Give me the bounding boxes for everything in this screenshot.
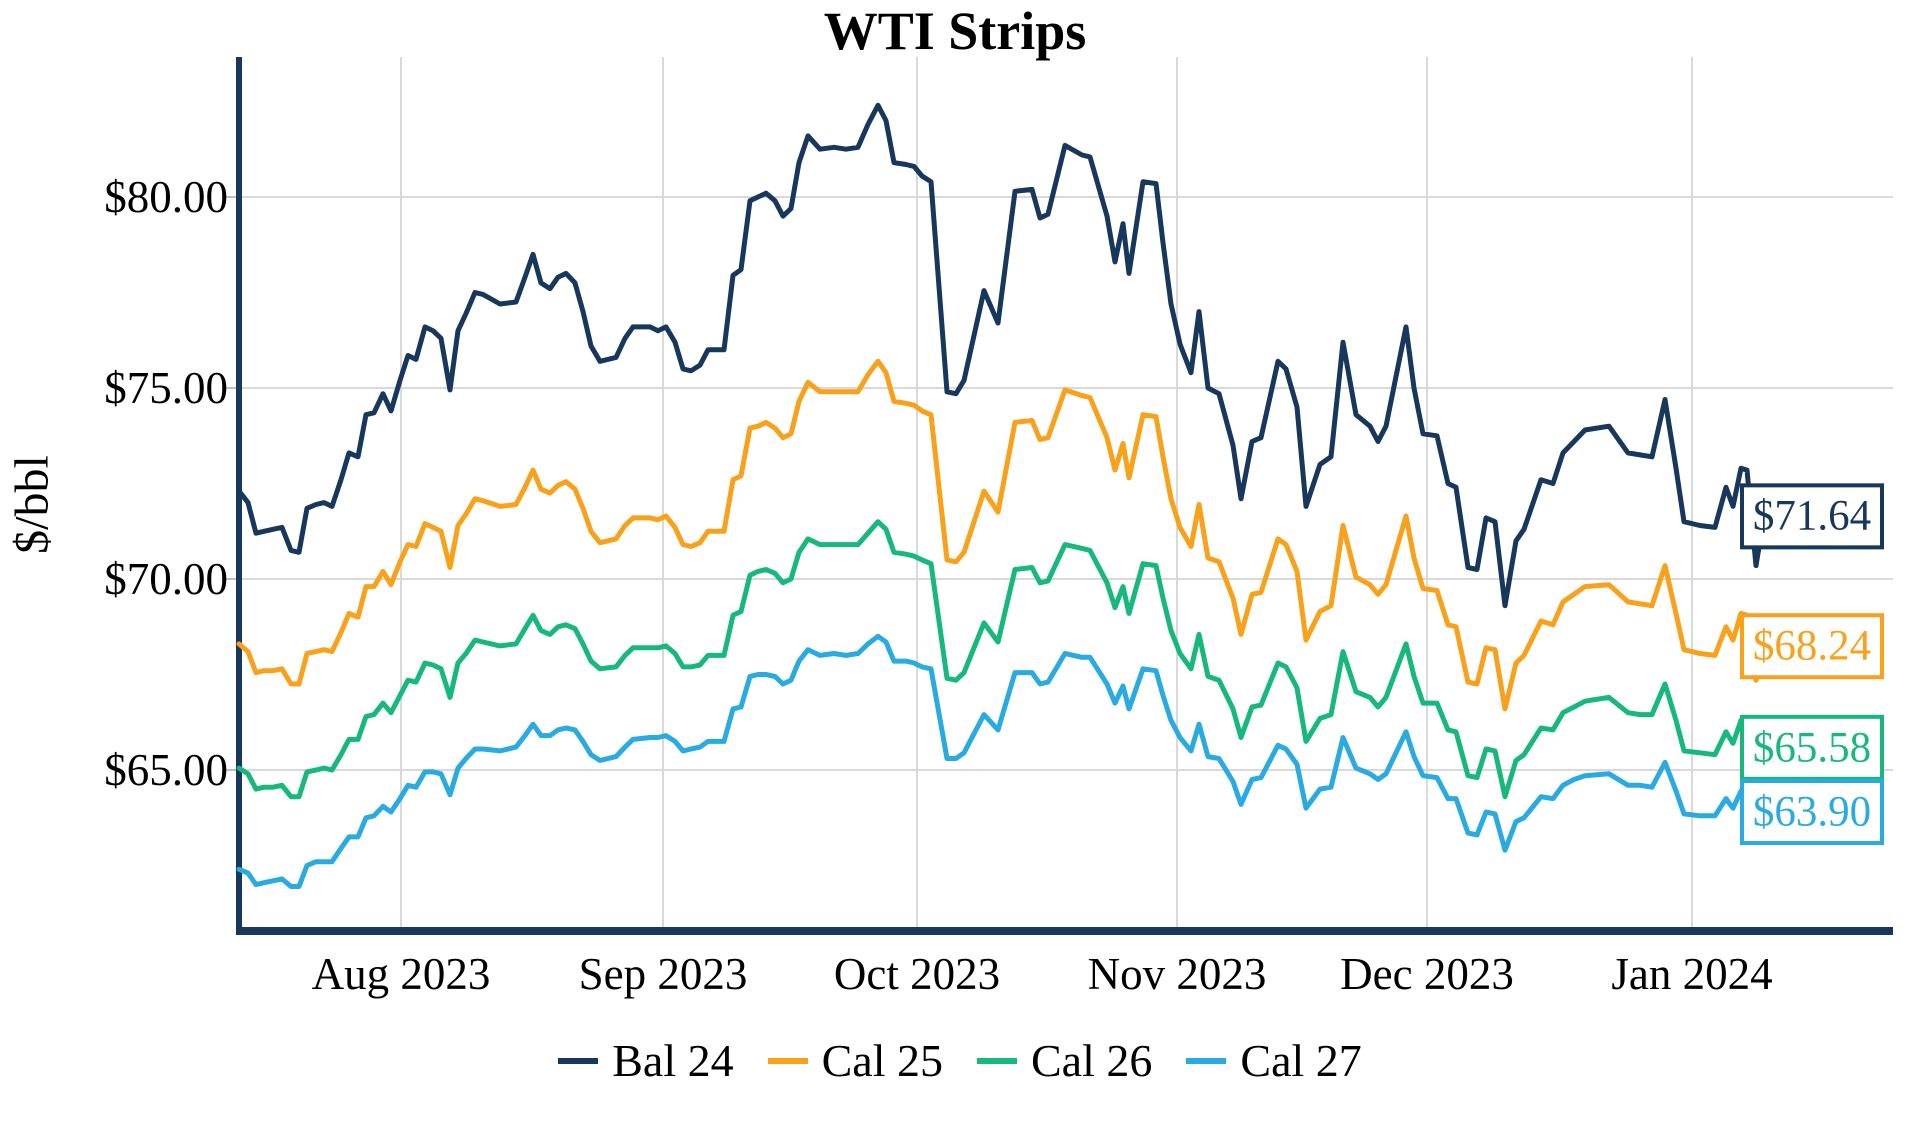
legend-item-cal-26: Cal 26 (977, 1034, 1152, 1087)
end-value-label-bal-24: $71.64 (1752, 492, 1872, 540)
x-tick-label: Aug 2023 (311, 949, 491, 999)
legend-item-cal-25: Cal 25 (767, 1034, 943, 1087)
end-value-box-bal-24 (1740, 483, 1884, 550)
series-line-cal-27 (236, 633, 1767, 889)
legend: Bal 24 Cal 25 Cal 26 Cal 27 (0, 1034, 1920, 1087)
y-tick-label: $75.00 (104, 363, 228, 413)
y-tick-label: $80.00 (104, 172, 228, 222)
end-value-box-cal-27 (1740, 779, 1884, 846)
end-value-box-cal-25 (1740, 613, 1884, 680)
legend-swatch-icon (977, 1057, 1017, 1064)
series-line-cal-26 (236, 519, 1767, 800)
end-value-label-cal-27: $63.90 (1752, 788, 1872, 836)
x-tick-label: Oct 2023 (833, 949, 1001, 999)
legend-label: Bal 24 (612, 1035, 734, 1086)
chart-title: WTI Strips (823, 1, 1087, 61)
legend-swatch-icon (558, 1057, 599, 1064)
end-value-box-cal-26 (1740, 714, 1884, 781)
end-value-label-cal-25: $68.24 (1752, 622, 1872, 670)
legend-swatch-icon (1186, 1057, 1227, 1064)
legend-swatch-icon (767, 1057, 808, 1064)
legend-label: Cal 26 (1031, 1035, 1153, 1086)
x-tick-label: Dec 2023 (1340, 949, 1514, 999)
legend-label: Cal 27 (1240, 1035, 1362, 1086)
legend-label: Cal 25 (821, 1035, 943, 1086)
x-tick-label: Sep 2023 (578, 949, 748, 999)
x-tick-label: Jan 2024 (1611, 949, 1773, 999)
series-line-bal-24 (236, 102, 1767, 609)
x-tick-label: Nov 2023 (1087, 949, 1267, 999)
y-tick-label: $70.00 (104, 554, 228, 604)
end-value-label-cal-26: $65.58 (1752, 724, 1872, 772)
y-tick-label: $65.00 (104, 745, 228, 795)
legend-item-bal-24: Bal 24 (558, 1034, 734, 1087)
legend-item-cal-27: Cal 27 (1186, 1034, 1362, 1087)
series-line-cal-25 (236, 358, 1767, 712)
